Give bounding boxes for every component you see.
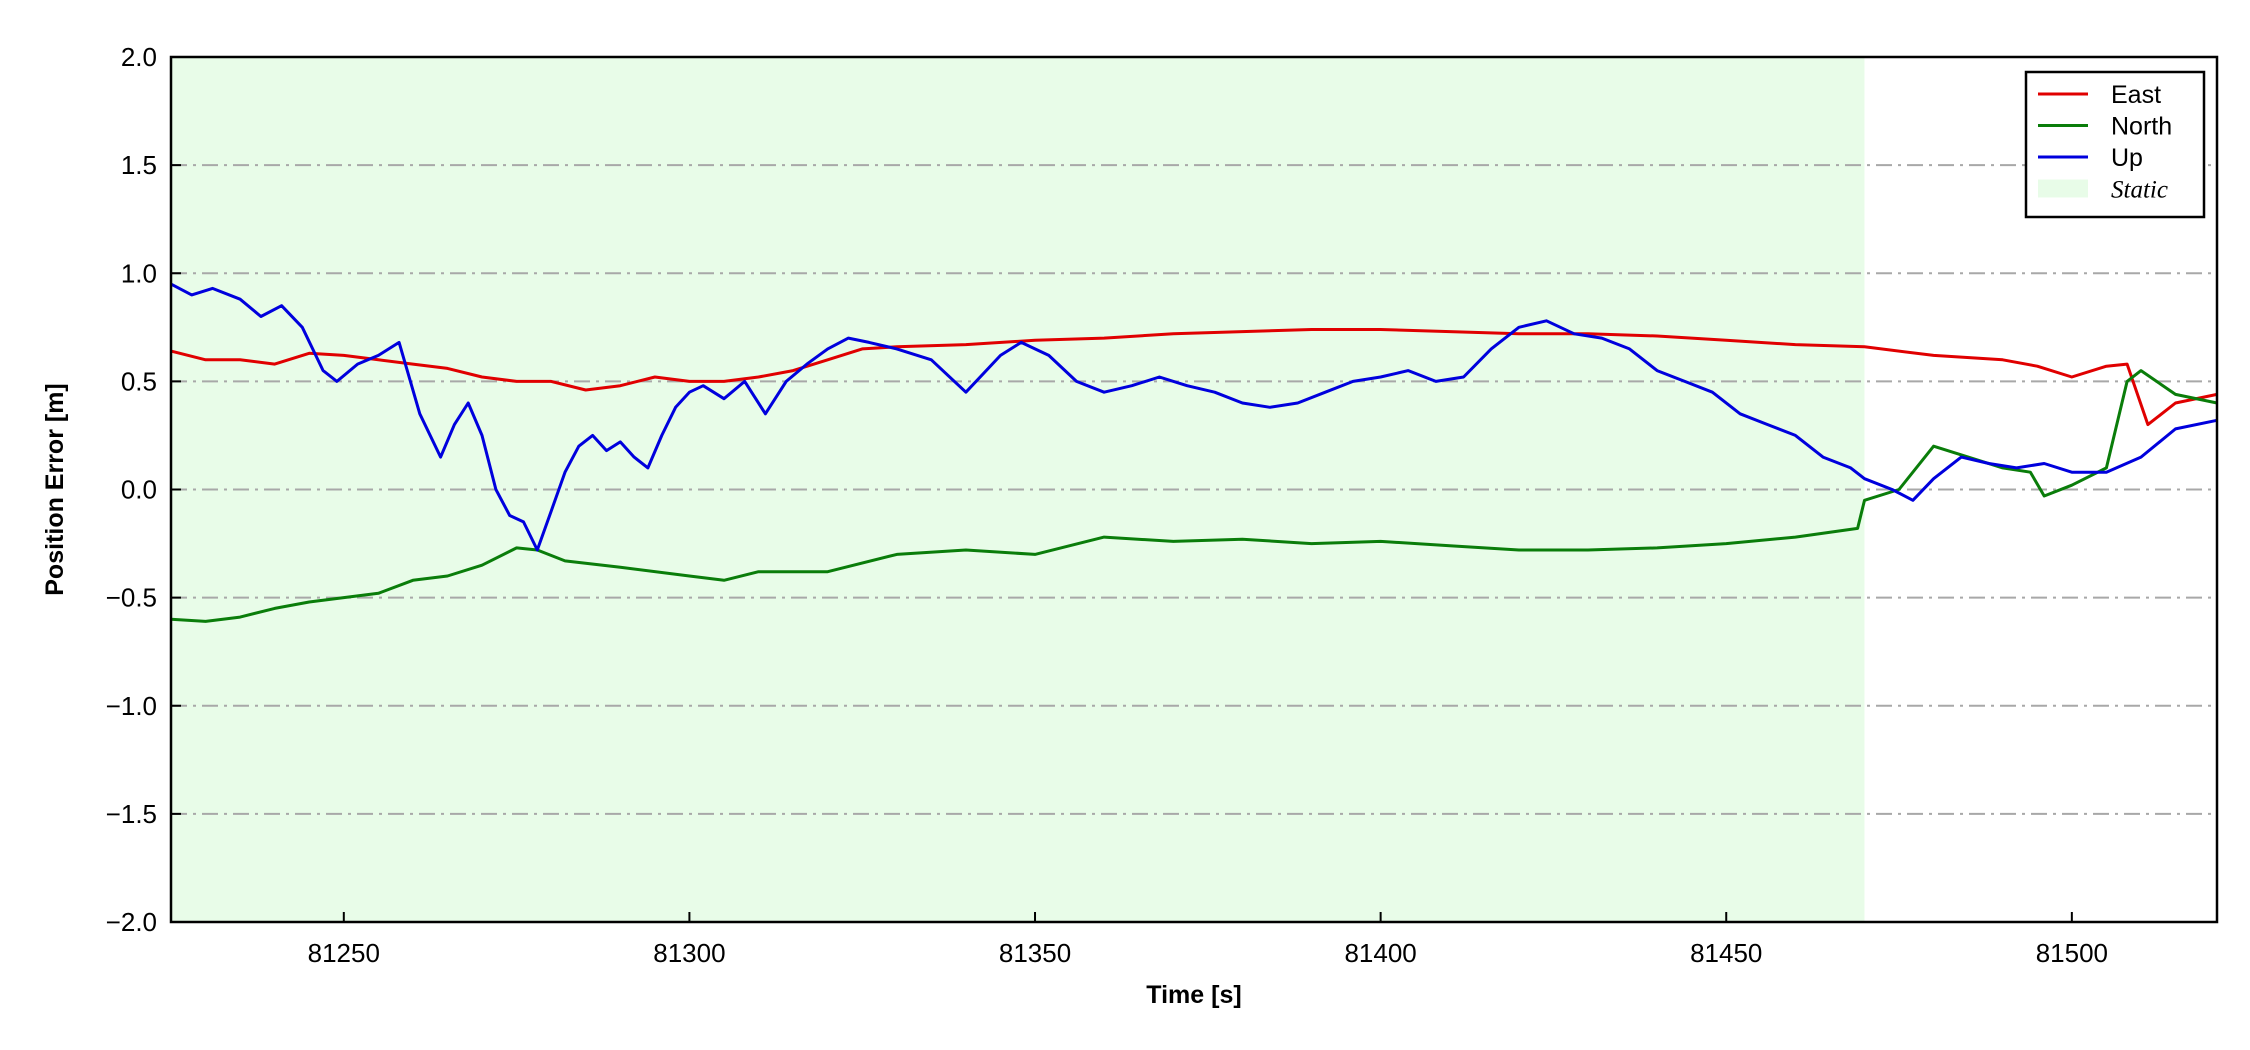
series-line-north xyxy=(170,369,2218,623)
series-line-up xyxy=(170,282,2218,552)
x-axis-title: Time [s] xyxy=(1146,981,1241,1009)
y-tick-label: 2.0 xyxy=(121,42,157,72)
x-tick-label: 81500 xyxy=(2036,938,2108,968)
y-tick-label: 1.0 xyxy=(121,258,157,288)
y-tick-label: 0.5 xyxy=(121,366,157,396)
y-tick-label: 1.5 xyxy=(121,150,157,180)
y-tick-label: 0.0 xyxy=(121,475,157,505)
y-axis-title: Position Error [m] xyxy=(41,383,69,596)
y-axis: −2.0 −1.5 −1.0 −0.5 0.0 0.5 1.0 1.5 2.0 xyxy=(106,42,181,937)
x-tick-label: 81300 xyxy=(653,938,725,968)
y-tick-label: −1.5 xyxy=(106,799,157,829)
series-line-east xyxy=(170,328,2218,427)
x-tick-label: 81400 xyxy=(1344,938,1416,968)
series-lines xyxy=(170,282,2218,623)
x-tick-label: 81250 xyxy=(308,938,380,968)
grid-lines xyxy=(171,164,2217,815)
legend: East North Up Static xyxy=(2024,70,2206,219)
y-tick-label: −1.0 xyxy=(106,691,157,721)
x-axis: 81250 81300 81350 81400 81450 81500 xyxy=(308,912,2108,968)
y-tick-label: −2.0 xyxy=(106,907,157,937)
legend-label-up: Up xyxy=(2111,144,2143,172)
legend-swatch-static xyxy=(2038,179,2088,198)
legend-label-east: East xyxy=(2111,81,2161,109)
legend-label-static: Static xyxy=(2111,177,2168,204)
legend-label-north: North xyxy=(2111,113,2172,141)
x-tick-label: 81350 xyxy=(999,938,1071,968)
x-tick-label: 81450 xyxy=(1690,938,1762,968)
y-tick-label: −0.5 xyxy=(106,583,157,613)
